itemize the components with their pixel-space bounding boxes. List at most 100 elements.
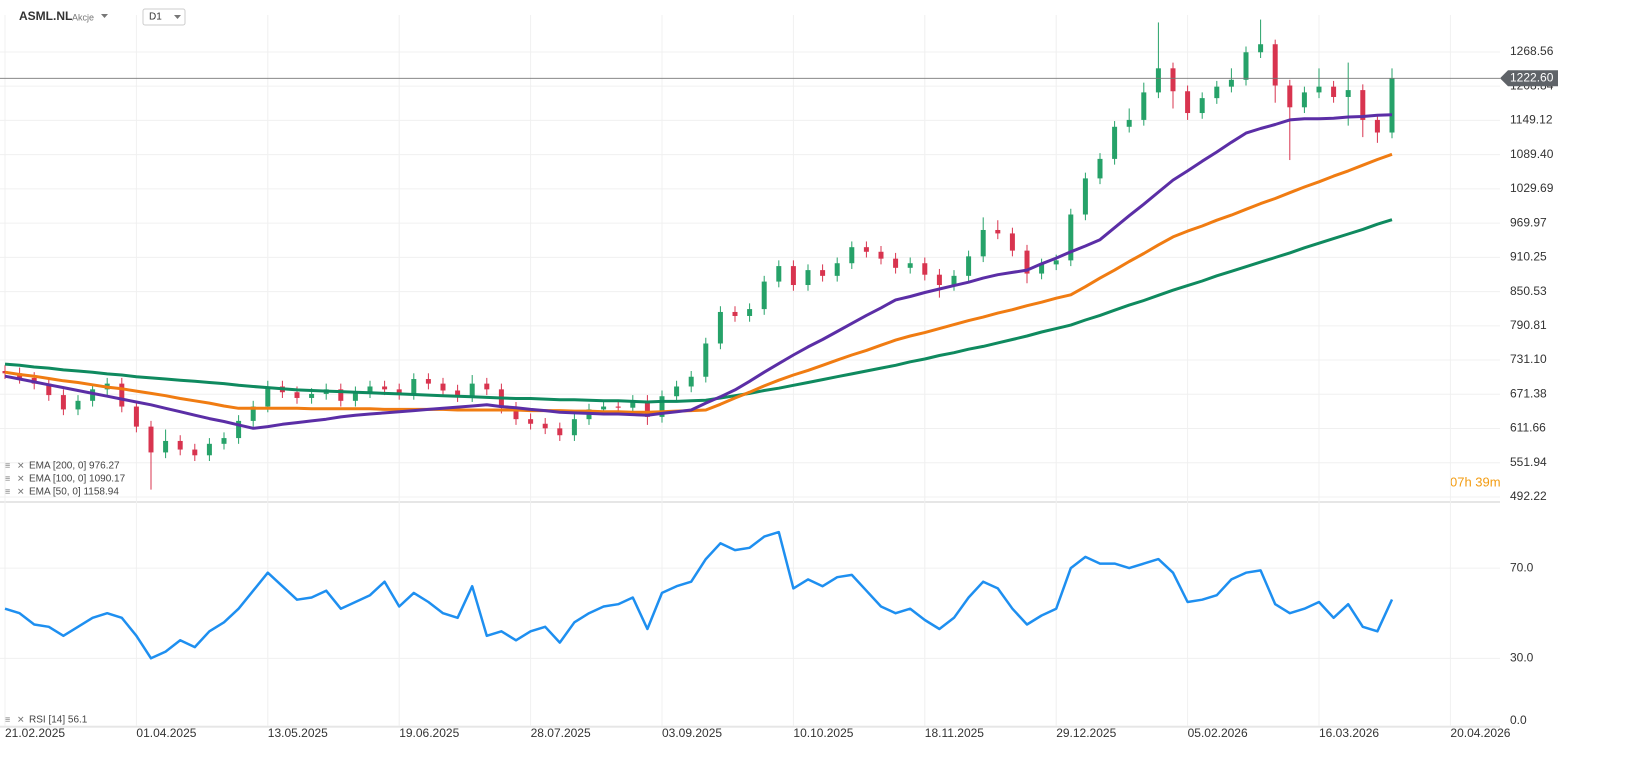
current-price-label: 1222.60 <box>1510 70 1554 84</box>
candle-body <box>761 281 767 310</box>
candle-body <box>192 449 198 456</box>
timeframe-dropdown[interactable] <box>174 15 181 19</box>
candle-body <box>1389 78 1395 133</box>
candle-body <box>60 395 66 410</box>
candle-body <box>820 270 826 276</box>
candle-body <box>163 440 169 453</box>
candle-body <box>995 229 1001 234</box>
y-tick-label: 611.66 <box>1510 421 1546 435</box>
series-line <box>4 218 1393 404</box>
y-tick-label: 30.0 <box>1510 651 1534 665</box>
candle-body <box>469 383 475 397</box>
legend-icon: ≡ <box>5 486 10 496</box>
y-tick-label: 492.22 <box>1510 489 1547 503</box>
candle-body <box>966 256 972 276</box>
y-tick-label: 1029.69 <box>1510 181 1554 195</box>
symbol-dropdown[interactable] <box>101 14 108 18</box>
candle-body <box>849 247 855 264</box>
candle-body <box>1155 68 1161 93</box>
current-price-tag <box>1500 70 1558 87</box>
candle-body <box>1199 98 1205 114</box>
legend-close: ✕ <box>17 473 25 483</box>
candle-body <box>805 270 811 286</box>
candle-body <box>1112 126 1118 159</box>
candle-body <box>396 389 402 394</box>
candle-body <box>177 440 183 450</box>
candle-body <box>455 390 461 397</box>
candle-body <box>571 419 577 436</box>
candle-body <box>790 266 796 286</box>
candle-body <box>513 407 519 420</box>
legend-entry: EMA [100, 0] 1090.17 <box>29 474 126 485</box>
x-tick-label: 05.02.2026 <box>1188 726 1248 740</box>
candle-body <box>951 275 957 286</box>
candle-body <box>75 400 81 410</box>
candle-body <box>834 263 840 276</box>
candle-body <box>236 420 242 439</box>
legend-close: ✕ <box>17 714 25 724</box>
candle-body <box>1024 250 1030 274</box>
candle-body <box>1082 178 1088 215</box>
candle-body <box>1316 86 1322 93</box>
y-tick-label: 1089.40 <box>1510 147 1554 161</box>
x-tick-label: 10.10.2025 <box>793 726 853 740</box>
candle-body <box>732 311 738 316</box>
candle-body <box>674 386 680 397</box>
candle-body <box>1068 214 1074 261</box>
series-line <box>4 530 1394 660</box>
candle-body <box>1345 90 1351 97</box>
timeframe-box[interactable] <box>142 8 186 26</box>
candle-body <box>776 266 782 282</box>
legend-icon: ≡ <box>5 460 10 470</box>
y-tick-label: 1149.12 <box>1510 113 1553 127</box>
candle-body <box>557 428 563 436</box>
y-tick-label: 0.0 <box>1510 713 1527 727</box>
y-tick-label: 910.25 <box>1510 250 1547 264</box>
candle-body <box>688 376 694 387</box>
y-tick-label: 1268.56 <box>1510 44 1554 58</box>
candle-body <box>1170 68 1176 92</box>
legend-entry: EMA [200, 0] 976.27 <box>29 461 120 472</box>
candle-body <box>703 343 709 377</box>
candle-body <box>863 247 869 252</box>
candle-body <box>206 443 212 456</box>
legend-entry: RSI [14] 56.1 <box>29 715 88 726</box>
candle-body <box>1331 86 1337 97</box>
x-tick-label: 16.03.2026 <box>1319 726 1379 740</box>
symbol[interactable]: ASML.NL <box>19 9 72 23</box>
candle-body <box>615 406 621 408</box>
candle-body <box>1228 79 1234 87</box>
series-line <box>4 152 1393 414</box>
candle-body <box>659 396 665 417</box>
x-tick-label: 20.04.2026 <box>1450 726 1510 740</box>
candle-body <box>1053 260 1059 265</box>
candle-body <box>1258 44 1264 53</box>
candle-body <box>119 383 125 407</box>
candle-body <box>1287 85 1293 108</box>
timeframe[interactable]: D1 <box>149 12 162 23</box>
candle-body <box>542 423 548 429</box>
candle-body <box>1009 233 1015 251</box>
legend-icon: ≡ <box>5 714 10 724</box>
y-tick-label: 671.38 <box>1510 386 1547 400</box>
legend-icon: ≡ <box>5 473 10 483</box>
candle-body <box>90 389 96 401</box>
x-tick-label: 29.12.2025 <box>1056 726 1116 740</box>
candle-body <box>936 274 942 286</box>
candle-body <box>922 263 928 275</box>
candle-body <box>644 400 650 417</box>
candle-body <box>221 438 227 444</box>
candle-body <box>747 309 753 316</box>
candle-body <box>46 383 52 396</box>
x-tick-label: 01.04.2025 <box>136 726 196 740</box>
candle-body <box>367 386 373 393</box>
candle-body <box>1360 90 1366 120</box>
candle-body <box>893 258 899 268</box>
candle-body <box>1097 158 1103 179</box>
candle-body <box>133 406 139 427</box>
x-tick-label: 21.02.2025 <box>5 726 65 740</box>
candle-body <box>1214 86 1220 99</box>
candle-body <box>425 379 431 384</box>
x-tick-label: 13.05.2025 <box>268 726 328 740</box>
